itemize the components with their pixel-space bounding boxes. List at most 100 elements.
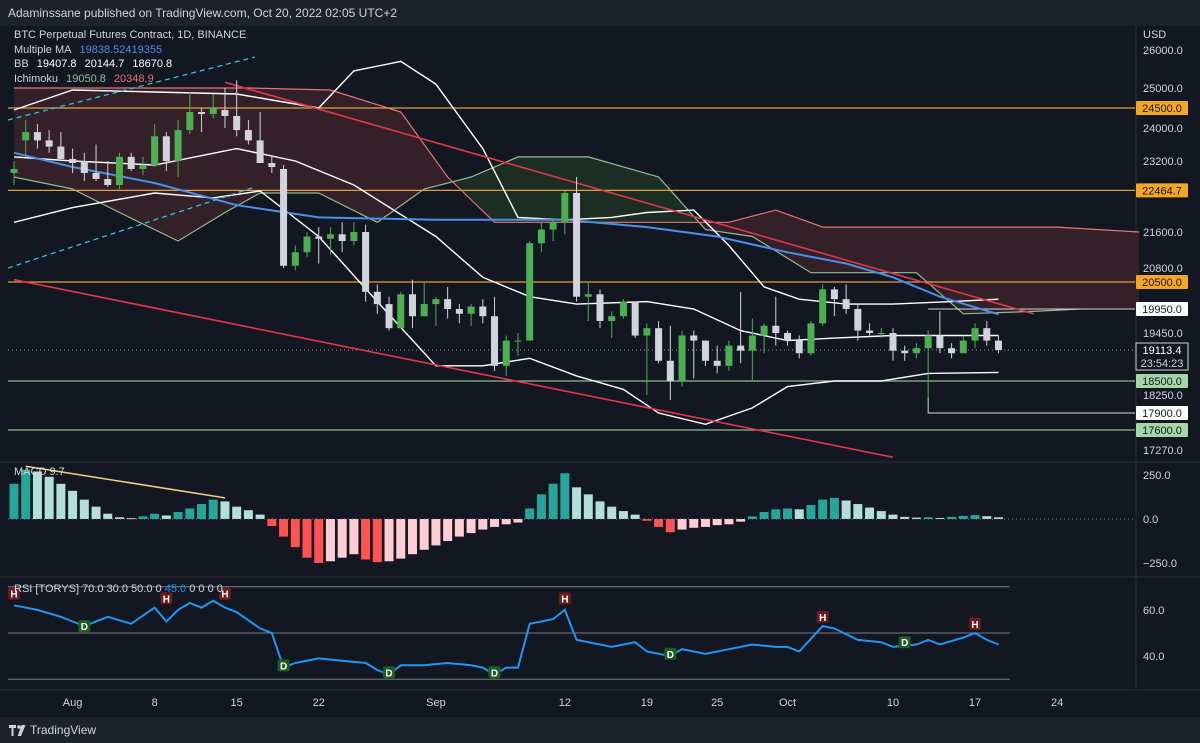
candle[interactable] <box>772 296 780 346</box>
candle[interactable] <box>912 343 920 359</box>
candle[interactable] <box>57 132 65 159</box>
candle[interactable] <box>291 245 299 271</box>
candle[interactable] <box>209 94 217 118</box>
candle[interactable] <box>819 284 827 326</box>
candle-body <box>57 146 65 159</box>
candle[interactable] <box>842 284 850 314</box>
candle[interactable] <box>760 323 768 354</box>
candle[interactable] <box>584 282 592 321</box>
legend-bb-label[interactable]: BB <box>14 58 29 70</box>
candle[interactable] <box>866 323 874 336</box>
candle[interactable] <box>174 120 182 177</box>
candle[interactable] <box>151 124 159 167</box>
candle[interactable] <box>256 112 264 163</box>
candle[interactable] <box>233 80 241 137</box>
candle[interactable] <box>104 161 112 187</box>
candle[interactable] <box>889 328 897 361</box>
legend-ichimoku-label[interactable]: Ichimoku <box>14 72 59 85</box>
candle[interactable] <box>491 296 499 371</box>
candle[interactable] <box>631 301 639 339</box>
candle[interactable] <box>549 219 557 241</box>
candle[interactable] <box>666 325 674 401</box>
candle[interactable] <box>10 161 18 185</box>
candle[interactable] <box>643 323 651 395</box>
candle[interactable] <box>139 156 147 175</box>
candle[interactable] <box>784 330 792 346</box>
candle[interactable] <box>877 328 885 339</box>
candle[interactable] <box>420 282 428 317</box>
candle-body <box>209 108 217 114</box>
candle[interactable] <box>795 335 803 359</box>
candle[interactable] <box>959 335 967 354</box>
candle[interactable] <box>444 286 452 319</box>
candle[interactable] <box>971 323 979 349</box>
candle[interactable] <box>221 88 229 128</box>
rsi-legend-label[interactable]: RSI [TORYS] <box>14 583 80 595</box>
candle[interactable] <box>854 304 862 341</box>
legend-ma-label[interactable]: Multiple MA <box>14 43 72 56</box>
candle[interactable] <box>678 330 686 387</box>
candle[interactable] <box>725 340 733 371</box>
candle[interactable] <box>619 299 627 319</box>
candle[interactable] <box>408 279 416 329</box>
candle[interactable] <box>537 222 545 253</box>
candle[interactable] <box>713 345 721 374</box>
candle[interactable] <box>608 311 616 339</box>
candle[interactable] <box>198 108 206 133</box>
candle[interactable] <box>479 299 487 324</box>
candle[interactable] <box>455 304 463 324</box>
candle[interactable] <box>701 340 709 366</box>
candle[interactable] <box>45 130 53 153</box>
candle[interactable] <box>115 152 123 189</box>
candle[interactable] <box>901 345 909 361</box>
candle-body <box>772 325 780 333</box>
candle[interactable] <box>467 304 475 326</box>
candle[interactable] <box>526 241 534 341</box>
candle[interactable] <box>350 222 358 246</box>
candle[interactable] <box>33 124 41 149</box>
candle[interactable] <box>561 191 569 235</box>
candle[interactable] <box>373 284 381 314</box>
candle-body <box>643 328 651 336</box>
candle[interactable] <box>127 152 135 171</box>
brand-name[interactable]: TradingView <box>30 723 97 737</box>
candle[interactable] <box>186 92 194 135</box>
candle[interactable] <box>315 227 323 264</box>
candle[interactable] <box>162 132 170 171</box>
candle[interactable] <box>514 333 522 356</box>
candle[interactable] <box>737 291 745 364</box>
candle[interactable] <box>362 224 370 302</box>
candle[interactable] <box>502 335 510 376</box>
candle[interactable] <box>80 152 88 181</box>
candle[interactable] <box>924 330 932 398</box>
candle[interactable] <box>830 286 838 317</box>
candle[interactable] <box>326 227 334 255</box>
candle-body <box>92 173 100 179</box>
candle[interactable] <box>655 321 663 364</box>
candle[interactable] <box>268 156 276 173</box>
candle[interactable] <box>244 120 252 145</box>
candle[interactable] <box>936 311 944 354</box>
candle[interactable] <box>948 343 956 359</box>
candle[interactable] <box>69 148 77 173</box>
candle[interactable] <box>596 289 604 329</box>
candle[interactable] <box>338 222 346 253</box>
macd-legend-label[interactable]: MACD <box>14 466 47 478</box>
candle[interactable] <box>22 120 30 157</box>
candle[interactable] <box>397 291 405 329</box>
candle[interactable] <box>690 330 698 379</box>
candle[interactable] <box>573 177 581 302</box>
candle[interactable] <box>432 296 440 326</box>
legend-symbol[interactable]: BTC Perpetual Futures Contract, 1D, BINA… <box>14 29 247 41</box>
rsi-marker-box <box>488 666 501 679</box>
marker-price-tag: 19950.0 <box>1136 302 1188 316</box>
candle[interactable] <box>983 321 991 346</box>
candle[interactable] <box>92 144 100 182</box>
candle[interactable] <box>303 232 311 257</box>
candle[interactable] <box>385 296 393 331</box>
candle[interactable] <box>280 165 288 268</box>
candle[interactable] <box>748 318 756 381</box>
candle[interactable] <box>994 335 1002 354</box>
candle[interactable] <box>807 321 815 356</box>
